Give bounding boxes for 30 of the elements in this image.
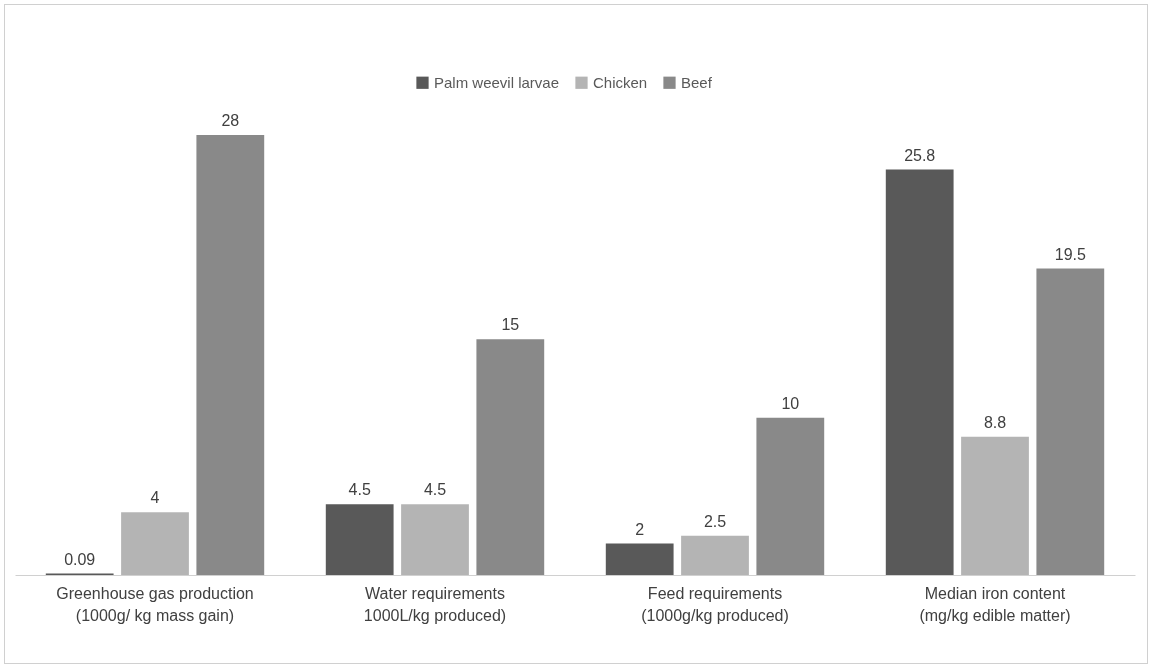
data-label: 28 — [221, 112, 240, 129]
data-label: 15 — [501, 316, 520, 334]
x-tick-label: Feed requirements (1000g/kg produced) — [641, 584, 789, 624]
data-label: 0.09 — [64, 550, 96, 568]
bar — [1036, 268, 1105, 575]
x-tick-label: Greenhouse gas production (1000g/ kg mass gain) — [56, 584, 254, 624]
data-label: 25.8 — [904, 146, 936, 164]
data-label: 2 — [635, 520, 645, 538]
data-label: 19.5 — [1054, 245, 1086, 263]
bar — [476, 339, 545, 575]
x-tick-label: Water requirements 1000L/kg produced) — [363, 584, 507, 624]
data-label: 2.5 — [703, 512, 727, 530]
bar — [401, 504, 469, 575]
bar — [605, 543, 674, 575]
data-label: 4.5 — [423, 481, 447, 499]
data-label: 10 — [781, 394, 800, 412]
data-label: 8.8 — [983, 413, 1007, 431]
bar — [961, 436, 1029, 575]
data-label: 4.5 — [348, 481, 371, 499]
bar — [121, 512, 189, 575]
bar — [681, 535, 749, 575]
legend-label: Palm weevil larvae — [434, 73, 560, 91]
legend-label: Chicken — [593, 73, 648, 91]
bar — [196, 135, 265, 575]
data-label: 4 — [150, 489, 160, 507]
x-tick-label: Median iron content (mg/kg edible matter) — [919, 584, 1071, 624]
bar — [756, 417, 825, 575]
bar — [325, 504, 394, 575]
legend-label: Beef — [681, 73, 713, 91]
bar — [885, 169, 954, 575]
